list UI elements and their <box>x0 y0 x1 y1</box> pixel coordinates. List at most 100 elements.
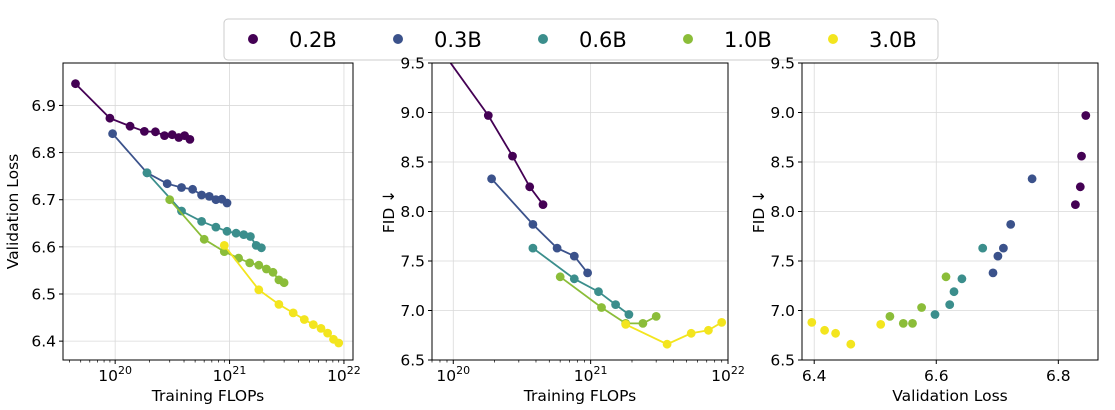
y-tick-label: 6.7 <box>31 191 56 209</box>
data-point-1.0B <box>165 195 175 205</box>
y-tick-label: 6.8 <box>31 144 56 162</box>
legend: 0.2B 0.3B 0.6B 1.0B 3.0B <box>223 18 939 61</box>
data-point-0.3B <box>162 179 172 189</box>
legend-marker-0.2B <box>248 34 258 44</box>
data-point-0.2B <box>1075 182 1085 192</box>
y-tick-label: 9.5 <box>400 55 425 73</box>
data-point-1.0B <box>917 303 926 312</box>
y-tick-label: 9.5 <box>770 55 795 73</box>
data-point-0.6B <box>231 228 241 238</box>
data-point-0.3B <box>177 183 186 192</box>
data-point-0.3B <box>222 198 232 208</box>
data-point-1.0B <box>898 319 908 328</box>
y-axis-label: FID ↓ <box>380 190 398 233</box>
data-point-0.2B <box>538 200 548 210</box>
x-tick-label: 6.4 <box>802 367 827 385</box>
data-point-0.2B <box>125 121 135 131</box>
data-point-0.6B <box>978 243 988 253</box>
data-point-3.0B <box>807 318 817 327</box>
data-point-1.0B <box>885 312 895 321</box>
y-tick-label: 8.0 <box>400 203 425 221</box>
data-point-0.6B <box>257 243 266 253</box>
data-point-1.0B <box>254 260 264 270</box>
data-point-0.3B <box>1006 220 1016 229</box>
data-point-3.0B <box>308 320 318 329</box>
legend-label-0.2B: 0.2B <box>289 28 337 52</box>
data-point-3.0B <box>876 320 886 329</box>
data-point-0.2B <box>483 111 493 120</box>
data-point-3.0B <box>316 324 326 333</box>
data-point-3.0B <box>219 241 229 250</box>
data-point-0.2B <box>167 130 177 140</box>
x-tick-label: 1020 <box>98 364 132 385</box>
data-point-0.2B <box>1077 151 1086 161</box>
data-point-0.6B <box>945 300 955 309</box>
data-point-0.3B <box>583 268 592 278</box>
series-line-1.0B <box>169 199 285 284</box>
y-tick-label: 9.0 <box>400 104 425 122</box>
x-tick-exponent: 21 <box>594 364 608 377</box>
plot-area <box>71 79 344 348</box>
data-point-0.6B <box>197 217 207 226</box>
data-point-0.6B <box>142 168 152 178</box>
data-point-3.0B <box>662 339 672 349</box>
panel-fid-vs-loss: 6.4 6.6 6.8 6.5 7.0 7.5 8.0 8.5 9.0 9.5 Validation… <box>750 55 1099 405</box>
x-axis-label: Training FLOPs <box>151 387 264 405</box>
data-point-0.3B <box>1027 174 1037 184</box>
data-point-0.3B <box>197 190 207 200</box>
x-axis-label: Training FLOPs <box>523 387 636 405</box>
data-point-1.0B <box>638 319 648 328</box>
y-tick-label: 6.9 <box>31 97 56 115</box>
data-point-1.0B <box>279 278 289 288</box>
x-tick-label: 1020 <box>436 364 470 385</box>
data-point-0.2B <box>1071 200 1080 210</box>
data-point-0.6B <box>211 222 221 232</box>
data-point-3.0B <box>323 328 332 338</box>
data-point-0.2B <box>151 127 160 137</box>
data-point-0.6B <box>957 274 967 284</box>
data-point-0.3B <box>993 251 1003 261</box>
data-point-3.0B <box>334 338 344 348</box>
data-point-1.0B <box>555 272 565 282</box>
data-point-0.3B <box>528 220 538 229</box>
data-point-0.6B <box>594 287 603 297</box>
axes-frame <box>431 62 729 361</box>
data-point-3.0B <box>274 300 284 309</box>
legend-marker-1.0B <box>683 34 693 44</box>
x-axis-label: Validation Loss <box>892 387 1007 405</box>
y-tick-label: 6.6 <box>31 238 56 256</box>
panel-loss-vs-flops: 1020 1021 1022 6.4 6.5 6.6 6.7 6.8 6.9 Training F… <box>4 62 361 405</box>
data-point-1.0B <box>199 234 209 244</box>
y-tick-label: 8.5 <box>400 154 425 172</box>
x-tick-label: 6.6 <box>924 367 949 385</box>
data-point-0.2B <box>71 79 80 89</box>
data-point-1.0B <box>651 312 661 321</box>
legend-label-0.3B: 0.3B <box>434 28 482 52</box>
data-point-0.6B <box>624 310 634 319</box>
legend-marker-0.6B <box>538 34 548 44</box>
data-point-3.0B <box>717 318 727 327</box>
y-tick-label: 7.5 <box>400 253 425 271</box>
data-point-3.0B <box>704 325 713 335</box>
data-point-1.0B <box>597 303 606 312</box>
y-tick-label: 7.0 <box>770 302 795 320</box>
data-point-0.2B <box>525 182 535 192</box>
x-tick-exponent: 21 <box>232 364 246 377</box>
data-point-0.3B <box>204 192 214 201</box>
y-tick-label: 7.5 <box>770 253 795 271</box>
x-tick-label: 1021 <box>574 364 608 385</box>
data-point-0.3B <box>487 174 496 184</box>
legend-frame <box>223 18 939 61</box>
data-point-0.2B <box>140 126 149 136</box>
data-point-0.6B <box>949 287 959 297</box>
x-tick-exponent: 22 <box>347 364 361 377</box>
data-point-0.3B <box>188 184 198 194</box>
data-point-0.3B <box>988 268 998 278</box>
series-line-0.6B <box>146 172 262 249</box>
data-point-1.0B <box>941 272 951 282</box>
y-tick-label: 6.5 <box>400 352 425 370</box>
data-point-0.6B <box>177 206 186 216</box>
legend-marker-0.3B <box>393 34 403 44</box>
y-axis-label: Validation Loss <box>4 154 22 269</box>
